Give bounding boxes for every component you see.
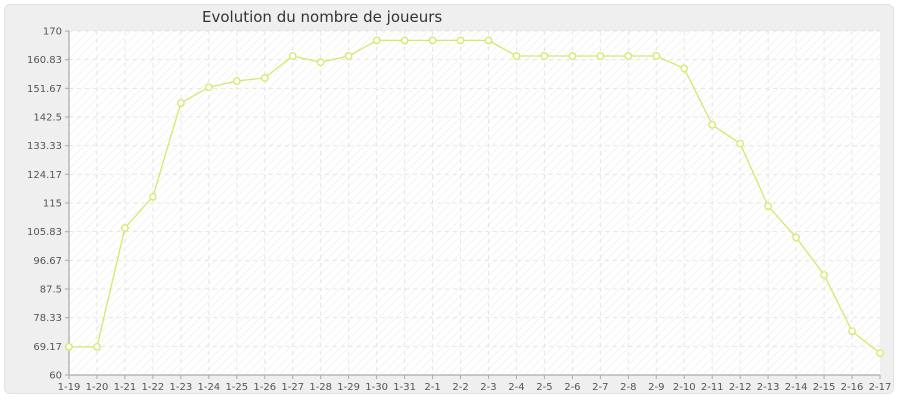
x-tick-label: 2-5 <box>536 382 552 393</box>
data-point <box>876 349 884 357</box>
x-tick-label: 2-16 <box>841 382 864 393</box>
y-tick-label: 160.83 <box>27 55 62 66</box>
x-tick-label: 1-19 <box>58 382 81 393</box>
data-point <box>512 52 521 60</box>
x-tick-label: 1-29 <box>337 382 360 393</box>
data-point <box>624 52 633 60</box>
y-tick-label: 133.33 <box>27 141 62 152</box>
x-tick-label: 2-11 <box>701 382 724 393</box>
x-tick-label: 1-23 <box>170 382 193 393</box>
x-tick-label: 1-28 <box>309 382 332 393</box>
y-tick-label: 115 <box>43 199 62 210</box>
y-tick-label: 60 <box>49 371 62 382</box>
y-tick-label: 142.5 <box>33 113 62 124</box>
data-point <box>456 36 465 45</box>
x-tick-label: 2-13 <box>757 382 780 393</box>
data-point <box>764 202 772 210</box>
x-tick-label: 2-10 <box>673 382 696 393</box>
y-tick-label: 151.67 <box>27 84 62 95</box>
y-tick-label: 105.83 <box>27 227 62 238</box>
x-tick-label: 2-1 <box>424 382 440 393</box>
data-point <box>344 52 353 60</box>
data-point <box>848 327 856 336</box>
y-tick-label: 69.17 <box>33 342 62 353</box>
x-tick-label: 1-24 <box>197 382 220 393</box>
data-point <box>232 77 241 85</box>
y-axis-ticks: 60 69.17 78.33 87.5 96.67 105.83 115 124.17 133.… <box>27 27 69 382</box>
data-point <box>260 74 269 82</box>
data-point <box>177 99 185 107</box>
chart-title: Evolution du nombre de joueurs <box>202 8 442 26</box>
data-point <box>708 120 717 129</box>
x-tick-label: 1-25 <box>225 382 248 393</box>
x-tick-label: 1-27 <box>281 382 304 393</box>
data-point <box>484 36 493 45</box>
data-point <box>400 36 409 45</box>
y-tick-label: 87.5 <box>40 285 62 296</box>
data-point <box>288 52 297 60</box>
data-point <box>596 52 605 60</box>
x-tick-label: 1-20 <box>86 382 109 393</box>
data-point <box>736 139 745 148</box>
data-point <box>540 52 549 60</box>
x-tick-label: 2-6 <box>564 382 580 393</box>
x-tick-label: 2-7 <box>592 382 608 393</box>
data-point <box>652 52 661 60</box>
x-tick-label: 2-12 <box>729 382 752 393</box>
x-tick-label: 2-17 <box>869 382 892 393</box>
data-point <box>316 58 325 67</box>
data-point <box>428 36 437 45</box>
data-point <box>93 343 101 351</box>
x-tick-label: 1-21 <box>114 382 137 393</box>
data-point <box>372 36 381 45</box>
x-tick-label: 2-4 <box>508 382 524 393</box>
grid-lines <box>69 30 880 375</box>
x-tick-label: 1-30 <box>365 382 388 393</box>
series-line <box>69 39 881 354</box>
data-point <box>568 52 577 60</box>
x-tick-label: 2-2 <box>452 382 468 393</box>
x-tick-label: 1-22 <box>142 382 165 393</box>
y-tick-label: 96.67 <box>33 256 62 267</box>
x-tick-label: 2-15 <box>813 382 836 393</box>
x-tick-label: 2-14 <box>785 382 808 393</box>
data-point <box>820 271 828 279</box>
y-tick-label: 78.33 <box>33 313 62 324</box>
series-group <box>65 36 884 357</box>
y-tick-label: 124.17 <box>27 170 62 181</box>
x-tick-label: 2-3 <box>480 382 496 393</box>
x-tick-label: 2-8 <box>620 382 636 393</box>
data-point <box>792 233 800 242</box>
data-point <box>65 343 73 351</box>
x-axis-ticks: 1-19 1-20 1-21 1-22 1-23 1-24 1-25 1-26 1-27 1-28… <box>58 375 892 393</box>
x-tick-label: 1-31 <box>393 382 416 393</box>
x-tick-label: 2-9 <box>648 382 664 393</box>
x-tick-label: 1-26 <box>253 382 276 393</box>
y-tick-label: 170 <box>43 27 62 38</box>
data-point <box>121 224 129 232</box>
data-point <box>204 83 213 92</box>
data-point <box>149 192 157 201</box>
data-point <box>680 64 689 73</box>
